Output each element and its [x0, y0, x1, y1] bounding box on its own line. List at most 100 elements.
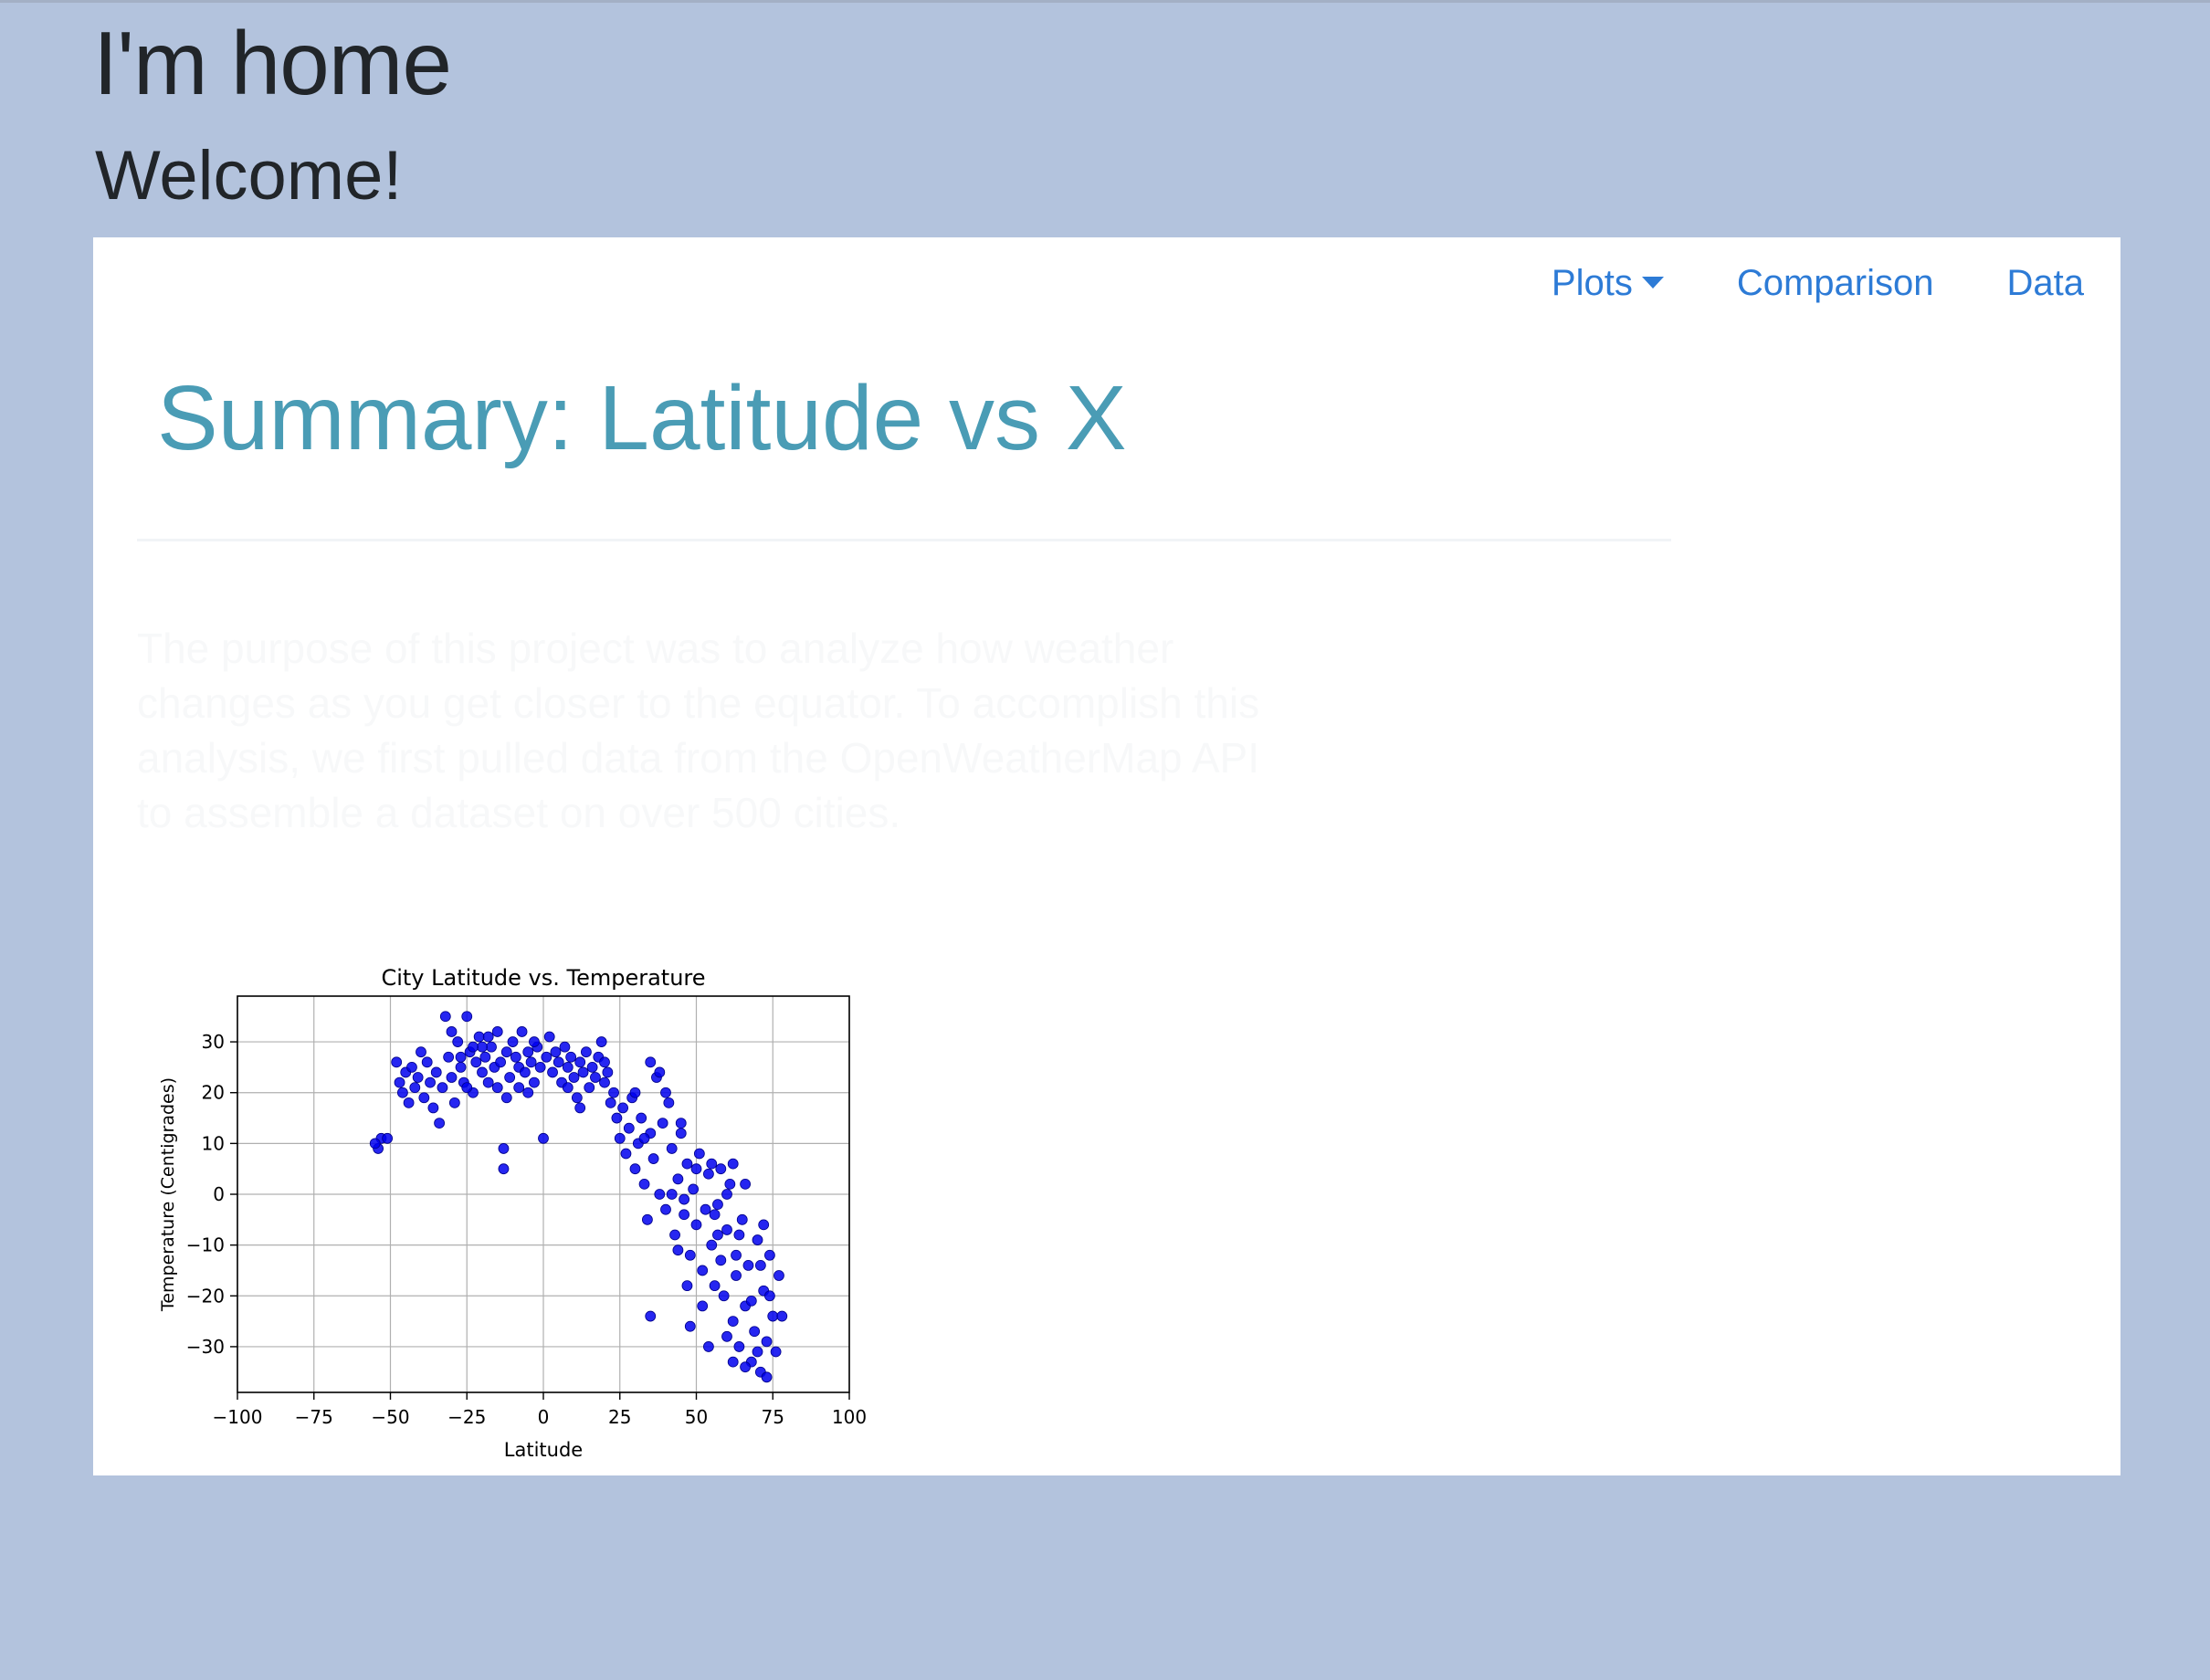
data-point — [758, 1219, 770, 1231]
data-point — [660, 1203, 671, 1215]
data-point — [749, 1326, 761, 1338]
data-point — [770, 1346, 782, 1358]
data-point — [733, 1341, 745, 1352]
data-point — [731, 1270, 742, 1281]
data-point — [448, 1097, 460, 1108]
data-point — [647, 1153, 659, 1164]
y-tick-label: −30 — [186, 1336, 225, 1358]
nav-data-link[interactable]: Data — [2006, 263, 2085, 303]
top-nav: Plots Comparison Data — [1552, 263, 2084, 304]
data-point — [529, 1076, 540, 1088]
data-point — [754, 1259, 766, 1271]
x-tick-label: 50 — [685, 1406, 708, 1428]
nav-comparison-link[interactable]: Comparison — [1736, 263, 1934, 303]
data-point — [491, 1026, 503, 1037]
data-point — [574, 1056, 586, 1068]
data-point — [715, 1255, 727, 1266]
data-point — [675, 1128, 687, 1139]
data-point — [712, 1199, 723, 1211]
data-point — [736, 1213, 748, 1225]
data-point — [608, 1087, 619, 1098]
data-point — [577, 1066, 589, 1078]
data-point — [764, 1249, 775, 1261]
data-point — [580, 1046, 592, 1058]
data-point — [519, 1066, 531, 1078]
x-tick-label: 0 — [538, 1406, 550, 1428]
nav-plots-dropdown[interactable]: Plots — [1552, 263, 1664, 304]
data-point — [684, 1249, 696, 1261]
data-point — [498, 1143, 510, 1154]
y-axis-label: Temperature (Centigrades) — [158, 1077, 178, 1312]
data-point — [599, 1056, 610, 1068]
data-point — [510, 1051, 521, 1063]
data-point — [495, 1056, 507, 1068]
data-point — [752, 1346, 763, 1358]
data-point — [706, 1158, 718, 1170]
data-point — [522, 1087, 534, 1098]
section-divider — [137, 539, 1671, 541]
data-point — [369, 1138, 381, 1150]
x-tick-label: −25 — [447, 1406, 486, 1428]
data-point — [731, 1249, 742, 1261]
data-point — [513, 1082, 525, 1094]
data-point — [681, 1280, 693, 1292]
data-point — [452, 1036, 464, 1047]
data-point — [752, 1234, 763, 1245]
data-point — [491, 1082, 503, 1094]
data-point — [461, 1082, 473, 1094]
data-point — [541, 1051, 552, 1063]
data-point — [638, 1178, 650, 1190]
data-point — [761, 1371, 773, 1383]
data-point — [611, 1112, 623, 1124]
chart-title: City Latitude vs. Temperature — [381, 965, 705, 991]
data-point — [595, 1036, 607, 1047]
data-point — [599, 1076, 610, 1088]
data-point — [562, 1082, 574, 1094]
data-point — [406, 1061, 417, 1073]
data-point — [724, 1178, 736, 1190]
data-point — [654, 1066, 666, 1078]
data-point — [733, 1229, 745, 1241]
data-point — [629, 1163, 641, 1175]
data-point — [425, 1076, 436, 1088]
data-point — [455, 1061, 467, 1073]
data-point — [614, 1132, 626, 1144]
data-point — [418, 1092, 430, 1104]
data-point — [690, 1219, 702, 1231]
data-point — [767, 1310, 779, 1322]
data-point — [473, 1031, 485, 1043]
data-point — [394, 1076, 405, 1088]
data-point — [504, 1072, 516, 1083]
data-point — [574, 1102, 586, 1114]
data-point — [715, 1163, 727, 1175]
caret-down-icon — [1641, 277, 1664, 289]
data-point — [568, 1072, 580, 1083]
data-point — [727, 1356, 739, 1368]
data-point — [421, 1056, 433, 1068]
data-point — [482, 1076, 494, 1088]
data-point — [709, 1209, 721, 1221]
data-point — [584, 1082, 595, 1094]
data-point — [669, 1229, 680, 1241]
data-point — [745, 1295, 757, 1307]
data-point — [479, 1051, 491, 1063]
data-point — [602, 1066, 614, 1078]
data-point — [700, 1203, 711, 1215]
data-point — [543, 1031, 555, 1043]
content-card: Plots Comparison Data Summary: Latitude … — [93, 237, 2121, 1475]
data-point — [684, 1320, 696, 1332]
x-tick-label: 100 — [832, 1406, 867, 1428]
data-point — [500, 1046, 512, 1058]
data-point — [396, 1087, 408, 1098]
data-point — [636, 1112, 647, 1124]
data-point — [538, 1132, 549, 1144]
data-point — [620, 1148, 632, 1160]
data-point — [660, 1087, 671, 1098]
data-point — [403, 1097, 415, 1108]
data-point — [697, 1265, 709, 1276]
data-point — [690, 1163, 702, 1175]
data-point — [565, 1051, 577, 1063]
data-point — [586, 1061, 598, 1073]
data-point — [666, 1143, 678, 1154]
data-point — [638, 1132, 650, 1144]
